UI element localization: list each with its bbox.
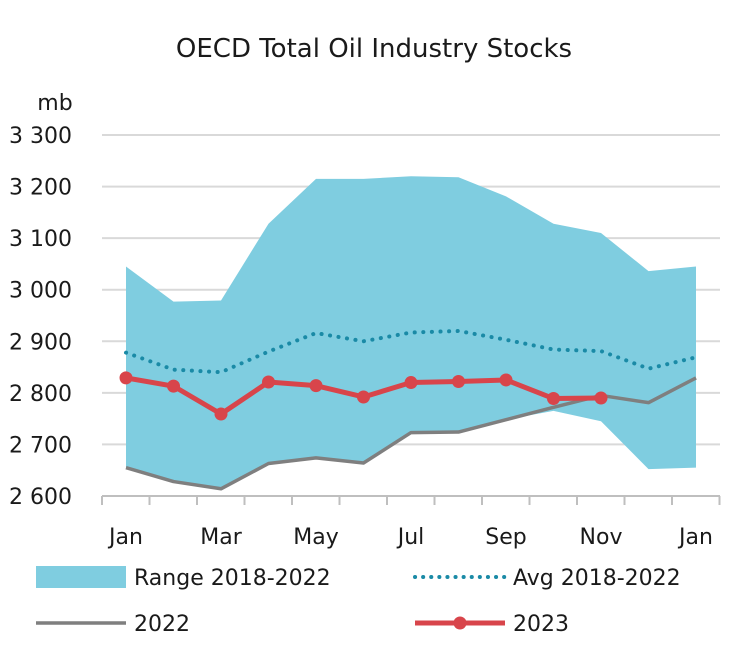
point-2023: [594, 391, 608, 405]
legend-swatch-range: [36, 566, 126, 588]
point-2023: [547, 392, 560, 406]
point-2023: [167, 379, 180, 393]
y-tick-label: 3 200: [9, 176, 72, 201]
x-tick-labels: Jan Mar May Jul Sep Nov Jan: [107, 525, 713, 550]
point-2023: [214, 407, 228, 421]
legend-label-2023: 2023: [513, 612, 569, 637]
y-tick-label: 2 600: [9, 485, 72, 510]
x-axis: [101, 495, 721, 505]
range-area: [126, 176, 696, 489]
legend: Range 2018-2022 Avg 2018-2022 2022 2023: [36, 566, 681, 637]
x-tick-label: Jul: [396, 525, 425, 550]
x-tick-label: Jan: [677, 525, 713, 550]
y-tick-label: 3 100: [9, 227, 72, 252]
x-tick-label: Sep: [485, 525, 526, 550]
y-axis-unit: mb: [37, 91, 72, 116]
point-2023: [404, 376, 418, 390]
legend-label-range: Range 2018-2022: [134, 566, 331, 591]
point-2023: [119, 371, 133, 385]
x-tick-label: Jan: [107, 525, 143, 550]
legend-marker-2023: [453, 616, 467, 630]
chart-title: OECD Total Oil Industry Stocks: [176, 34, 572, 64]
point-2023: [309, 379, 323, 393]
legend-label-2022: 2022: [134, 612, 190, 637]
x-tick-label: Nov: [580, 525, 623, 550]
y-tick-label: 2 700: [9, 433, 72, 458]
markers-2023: [119, 371, 608, 421]
point-2023: [357, 390, 370, 404]
y-tick-label: 2 900: [9, 330, 72, 355]
x-tick-label: May: [293, 525, 338, 550]
y-tick-labels: 2 600 2 700 2 800 2 900 3 000 3 100 3 200 3 300: [9, 124, 72, 510]
y-tick-label: 2 800: [9, 382, 72, 407]
y-tick-label: 3 300: [9, 124, 72, 149]
point-2023: [499, 373, 513, 387]
avg-line: [124, 328, 698, 375]
legend-label-avg: Avg 2018-2022: [513, 566, 681, 591]
y-tick-label: 3 000: [9, 279, 72, 304]
point-2023: [452, 375, 465, 389]
point-2023: [262, 375, 275, 389]
x-tick-label: Mar: [200, 525, 242, 550]
